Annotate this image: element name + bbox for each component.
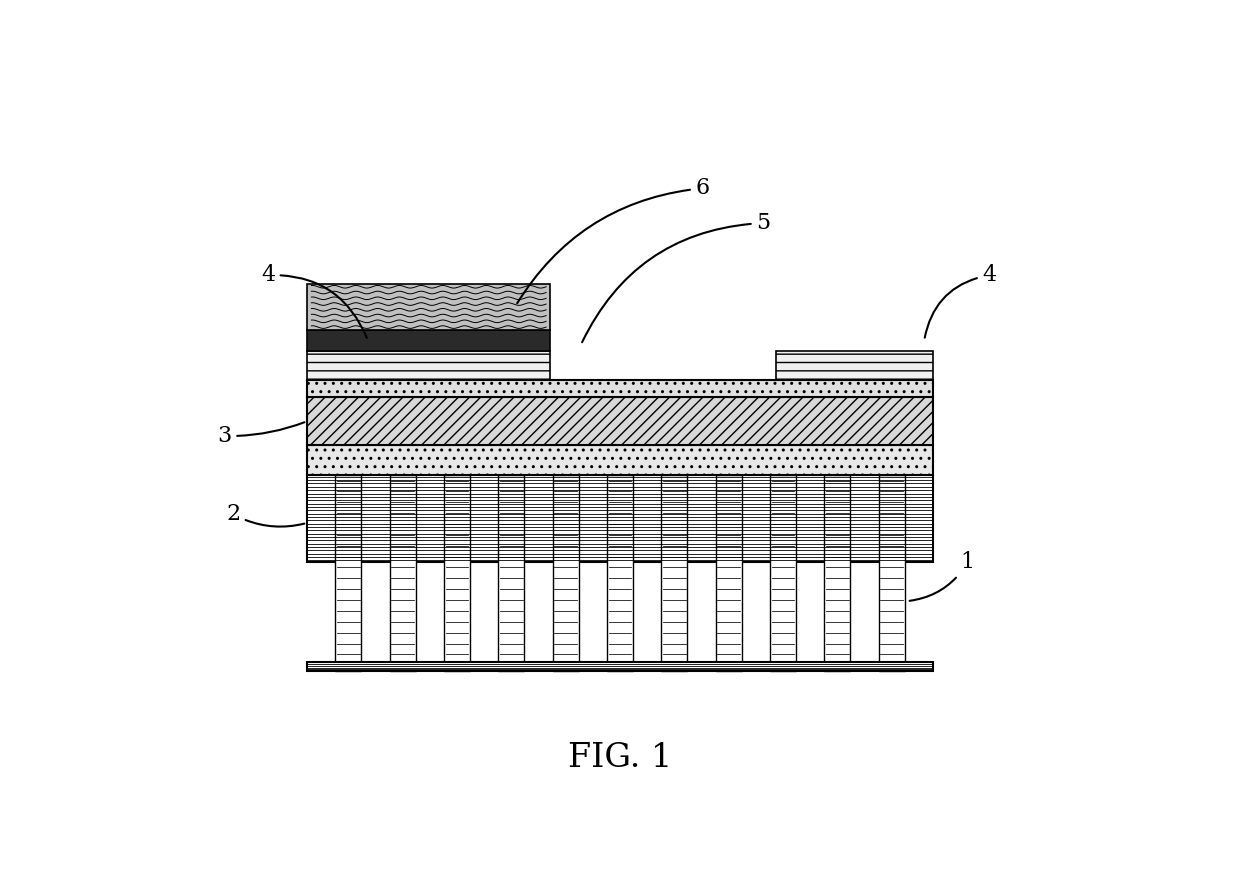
Bar — [770, 475, 796, 671]
Bar — [308, 284, 551, 330]
Bar — [553, 475, 579, 671]
Bar — [308, 445, 932, 475]
Bar — [308, 662, 932, 671]
Text: 5: 5 — [582, 212, 770, 342]
Bar — [776, 351, 932, 379]
Bar — [308, 351, 551, 379]
Text: 1: 1 — [910, 551, 975, 601]
Text: 3: 3 — [217, 422, 305, 447]
Bar — [879, 475, 905, 671]
Bar — [498, 475, 525, 671]
Bar — [606, 475, 634, 671]
Text: 2: 2 — [226, 503, 304, 527]
Bar — [308, 397, 932, 445]
Text: 4: 4 — [260, 264, 367, 337]
Bar — [661, 475, 687, 671]
Text: 4: 4 — [925, 264, 997, 337]
Bar — [715, 475, 742, 671]
Bar — [825, 475, 851, 671]
Text: FIG. 1: FIG. 1 — [568, 741, 672, 773]
Bar — [308, 379, 932, 397]
Bar — [308, 330, 551, 351]
Text: 6: 6 — [517, 177, 709, 303]
Bar — [308, 475, 932, 562]
Bar — [389, 475, 415, 671]
Bar — [335, 475, 361, 671]
Bar — [444, 475, 470, 671]
